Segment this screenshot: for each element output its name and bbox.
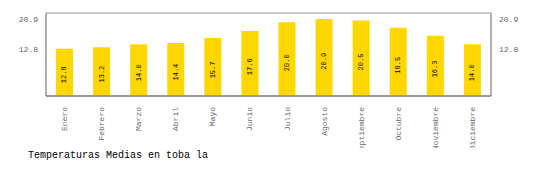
svg-text:14.0: 14.0 — [468, 64, 476, 81]
svg-text:12.8: 12.8 — [19, 45, 38, 54]
svg-text:Marzo: Marzo — [134, 107, 143, 131]
svg-text:12.8: 12.8 — [61, 66, 69, 83]
svg-text:20.0: 20.0 — [283, 54, 291, 71]
svg-text:Enero: Enero — [60, 107, 69, 131]
svg-text:20.5: 20.5 — [357, 54, 365, 71]
svg-text:18.5: 18.5 — [394, 57, 402, 74]
svg-text:Agosto: Agosto — [320, 107, 329, 136]
svg-text:Abril: Abril — [171, 107, 180, 131]
svg-text:Noviembre: Noviembre — [431, 107, 440, 148]
svg-text:Septiembre: Septiembre — [357, 107, 366, 148]
svg-text:Diciembre: Diciembre — [468, 107, 477, 148]
svg-text:17.6: 17.6 — [246, 58, 254, 75]
svg-text:14.0: 14.0 — [135, 64, 143, 81]
svg-text:16.3: 16.3 — [431, 61, 439, 78]
html-text:Temperaturas Medias en toba la: Temperaturas Medias en toba la — [28, 150, 208, 161]
svg-text:Febrero: Febrero — [97, 107, 106, 141]
svg-text:Junio: Junio — [245, 107, 254, 131]
svg-text:Julio: Julio — [283, 107, 292, 131]
svg-text:12.8: 12.8 — [499, 45, 518, 54]
svg-text:15.7: 15.7 — [209, 62, 217, 79]
svg-text:20.9: 20.9 — [19, 15, 38, 24]
svg-text:13.2: 13.2 — [98, 66, 106, 83]
svg-text:Octubre: Octubre — [394, 107, 403, 141]
svg-text:20.9: 20.9 — [320, 53, 328, 70]
svg-text:20.9: 20.9 — [499, 15, 518, 24]
svg-text:14.4: 14.4 — [172, 64, 180, 81]
svg-text:Mayo: Mayo — [208, 107, 217, 126]
